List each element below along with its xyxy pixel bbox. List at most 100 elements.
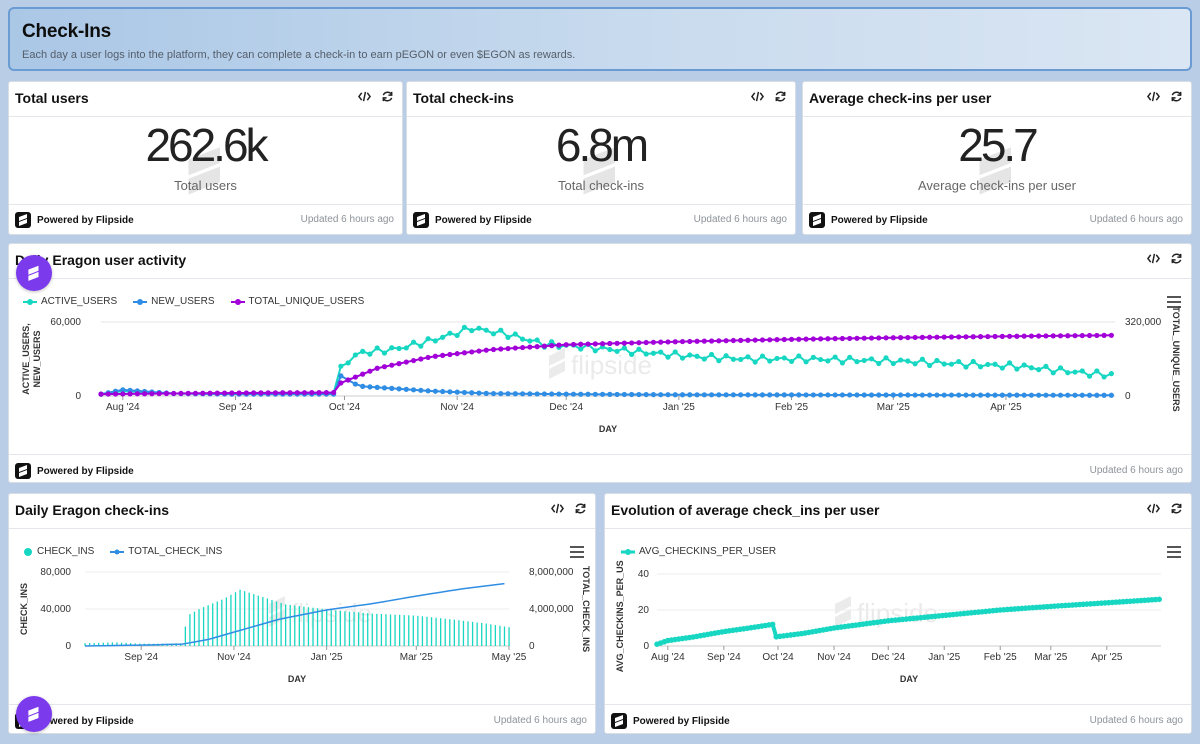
powered-by[interactable]: Powered by Flipside [15, 463, 134, 479]
legend-item[interactable]: ACTIVE_USERS [23, 296, 117, 307]
data-point [781, 336, 787, 343]
refresh-icon[interactable] [773, 89, 787, 103]
data-point [701, 392, 707, 398]
bar [362, 612, 364, 646]
bar [417, 615, 419, 646]
legend-item[interactable]: TOTAL_UNIQUE_USERS [230, 296, 364, 307]
divider [9, 116, 402, 117]
divider [9, 204, 402, 205]
data-point [769, 621, 776, 628]
code-icon[interactable] [1146, 89, 1160, 103]
data-point [745, 392, 751, 398]
divider [605, 528, 1191, 529]
data-point [192, 390, 199, 396]
x-tick-label: Mar '25 [1034, 652, 1067, 663]
data-point [679, 392, 686, 398]
bar [499, 625, 501, 646]
data-point [519, 336, 526, 342]
data-point [352, 352, 359, 358]
data-point [905, 334, 911, 341]
data-point [730, 356, 736, 362]
refresh-icon[interactable] [380, 89, 394, 103]
bar [394, 614, 396, 646]
watermark-logo-icon [979, 147, 1011, 195]
data-point [498, 327, 504, 333]
floating-action-button[interactable] [16, 696, 52, 732]
data-point [1108, 371, 1114, 377]
code-icon[interactable] [357, 89, 371, 103]
x-tick-label: Dec '24 [549, 402, 583, 413]
data-point [861, 357, 867, 364]
data-point [897, 335, 904, 341]
bar [453, 619, 455, 646]
code-icon[interactable] [550, 501, 564, 515]
data-point [403, 345, 409, 351]
bar [102, 642, 104, 646]
data-point [767, 358, 773, 364]
bar [216, 601, 218, 646]
powered-by[interactable]: Powered by Flipside [809, 212, 928, 228]
data-point [265, 390, 271, 396]
card-actions [1146, 89, 1183, 103]
code-icon[interactable] [750, 89, 764, 103]
powered-by[interactable]: Powered by Flipside [413, 212, 532, 228]
code-icon[interactable] [1146, 251, 1160, 265]
data-point [1057, 392, 1064, 398]
data-point [897, 357, 904, 363]
refresh-icon[interactable] [573, 501, 587, 515]
bar [184, 626, 187, 646]
data-point [796, 392, 802, 398]
data-point [825, 392, 831, 398]
data-point [309, 390, 315, 396]
data-point [708, 338, 715, 344]
y-axis-title: AVG_CHECKINS_PER_USER [615, 560, 625, 672]
legend-item[interactable]: NEW_USERS [133, 296, 215, 307]
legend-item[interactable]: TOTAL_CHECK_INS [110, 546, 222, 557]
bar [275, 601, 278, 646]
refresh-icon[interactable] [1169, 501, 1183, 515]
x-tick-label: Dec '24 [871, 652, 905, 663]
data-point [1108, 332, 1114, 338]
data-point [941, 392, 947, 398]
data-point [498, 346, 504, 352]
floating-action-button[interactable] [16, 255, 52, 291]
data-point [512, 345, 518, 351]
menu-icon[interactable] [1167, 546, 1181, 558]
legend-item[interactable]: AVG_CHECKINS_PER_USER [621, 546, 776, 557]
data-point [948, 361, 955, 367]
data-point [1043, 363, 1049, 369]
dashboard-header: Check-Ins Each day a user logs into the … [8, 7, 1192, 71]
data-point [708, 392, 715, 398]
data-point [643, 351, 649, 357]
legend-label: CHECK_INS [37, 546, 95, 557]
data-point [461, 350, 468, 356]
powered-by[interactable]: Powered by Flipside [611, 713, 730, 729]
powered-by[interactable]: Powered by Flipside [15, 212, 134, 228]
data-point [650, 339, 657, 345]
legend-label: TOTAL_CHECK_INS [128, 546, 223, 557]
data-point [796, 336, 802, 342]
data-point [803, 336, 809, 342]
refresh-icon[interactable] [1169, 89, 1183, 103]
y-right-tick-label: 8,000,000 [529, 567, 574, 578]
data-point [985, 361, 991, 368]
data-point [636, 391, 642, 398]
menu-icon[interactable] [1167, 296, 1181, 308]
legend-item[interactable]: CHECK_INS [23, 546, 94, 557]
data-point [396, 361, 402, 367]
bar [111, 642, 114, 646]
data-point [599, 341, 606, 347]
data-point [956, 358, 962, 365]
data-point [687, 392, 693, 398]
menu-icon[interactable] [570, 546, 584, 558]
data-point [1094, 332, 1100, 339]
data-point [818, 336, 824, 342]
data-point [788, 392, 795, 398]
activity-chart-card: Daily Eragon user activity ACTIVE_USERS … [8, 243, 1192, 483]
flipside-logo-icon [15, 463, 31, 479]
data-point [730, 337, 736, 344]
code-icon[interactable] [1146, 501, 1160, 515]
data-point [788, 336, 795, 342]
data-point [621, 391, 627, 398]
refresh-icon[interactable] [1169, 251, 1183, 265]
